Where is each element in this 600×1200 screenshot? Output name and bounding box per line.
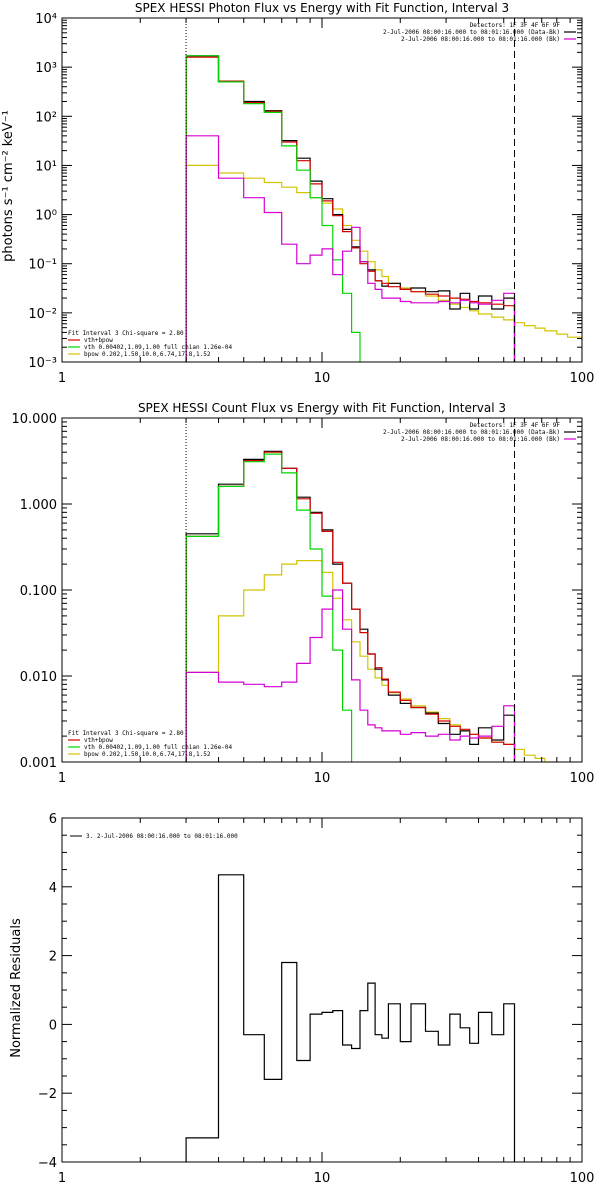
y-tick-label: 0.001 xyxy=(20,756,57,771)
count-flux-panel: SPEX HESSI Count Flux vs Energy with Fit… xyxy=(12,401,595,786)
legend-entry: Fit Interval 3 Chi-square = 2.80 xyxy=(68,730,184,737)
x-tick-label: 1 xyxy=(58,771,66,786)
y-tick-label: −2 xyxy=(38,1087,57,1102)
y-tick-label: 10.000 xyxy=(12,412,58,427)
y-tick-label: 10⁴ xyxy=(35,12,57,27)
x-tick-label: 100 xyxy=(570,771,595,786)
plot-data xyxy=(185,450,558,762)
count-flux-title: SPEX HESSI Count Flux vs Energy with Fit… xyxy=(138,401,506,415)
photon-flux-title: SPEX HESSI Photon Flux vs Energy with Fi… xyxy=(135,1,509,15)
legend-entry: bpow 0.202,1.50,10.0,6.74,17.8,1.52 xyxy=(84,351,211,358)
legend-entry: Detectors: 1F 3F 4F 6F 9F xyxy=(470,422,561,429)
y-tick-label: 10⁻³ xyxy=(28,356,57,371)
y-tick-label: 10³ xyxy=(35,61,57,76)
y-tick-label: 10⁻¹ xyxy=(28,258,57,273)
legend-entry: vth+bpow xyxy=(84,337,113,344)
series-vth-line xyxy=(185,453,353,762)
legend-entry: vth 0.00402,1.09,1.00 full chian 1.26e-0… xyxy=(84,744,232,751)
photon-flux-y-axis-label: photons s⁻¹ cm⁻² keV⁻¹ xyxy=(1,110,16,262)
series-bk-line xyxy=(185,589,516,762)
legend-entry: 2-Jul-2006 08:00:16.000 to 08:01:16.000 … xyxy=(383,29,560,36)
legend-entry: vth 0.00402,1.09,1.00 full chian 1.26e-0… xyxy=(84,344,232,351)
series-total-line xyxy=(185,874,516,1162)
x-tick-label: 1 xyxy=(58,371,66,386)
legend-entry: Detectors: 1F 3F 4F 6F 9F xyxy=(470,22,561,29)
y-tick-label: 0.100 xyxy=(20,584,57,599)
y-tick-label: 10¹ xyxy=(35,159,57,174)
y-tick-label: 10⁻² xyxy=(28,307,57,322)
series-vth-line xyxy=(185,55,361,362)
y-tick-label: 10⁰ xyxy=(35,209,57,224)
residuals-y-axis-label: Normalized Residuals xyxy=(9,918,24,1058)
x-tick-label: 100 xyxy=(570,1171,595,1186)
plot-data xyxy=(185,874,516,1162)
legend-entry: bpow 0.202,1.50,10.0,6.74,17.8,1.52 xyxy=(84,751,211,758)
photon-flux-panel: SPEX HESSI Photon Flux vs Energy with Fi… xyxy=(1,1,594,386)
legend-entry: 2-Jul-2006 08:00:16.000 to 08:01:16.000 … xyxy=(401,436,560,443)
legend-entry: 2-Jul-2006 08:00:16.000 to 08:01:16.000 … xyxy=(401,36,560,43)
legend-entry: vth+bpow xyxy=(84,737,113,744)
y-tick-label: 4 xyxy=(49,881,57,896)
legend-entry: Fit Interval 3 Chi-square = 2.80 xyxy=(68,330,184,337)
y-tick-label: 0 xyxy=(49,1018,57,1033)
y-tick-label: −4 xyxy=(38,1156,57,1171)
x-tick-label: 1 xyxy=(58,1171,66,1186)
x-tick-label: 100 xyxy=(570,371,595,386)
y-tick-label: 2 xyxy=(49,950,57,965)
x-tick-label: 10 xyxy=(314,771,331,786)
legend-entry: 2-Jul-2006 08:00:16.000 to 08:01:16.000 … xyxy=(383,429,560,436)
residuals-panel: Normalized Residuals 1 10 100 −4 −2 0 2 4 6 3. 2-… xyxy=(9,812,594,1186)
y-tick-label: 6 xyxy=(49,812,57,827)
legend-entry: 3. 2-Jul-2006 08:00:16.000 to 08:01:16.0… xyxy=(86,833,238,840)
plot-data xyxy=(185,55,582,362)
series-bk-line xyxy=(185,135,516,362)
y-tick-label: 10² xyxy=(35,110,57,125)
x-tick-label: 10 xyxy=(314,1171,331,1186)
y-tick-label: 1.000 xyxy=(20,498,57,513)
x-tick-label: 10 xyxy=(314,371,331,386)
y-tick-label: 0.010 xyxy=(20,670,57,685)
